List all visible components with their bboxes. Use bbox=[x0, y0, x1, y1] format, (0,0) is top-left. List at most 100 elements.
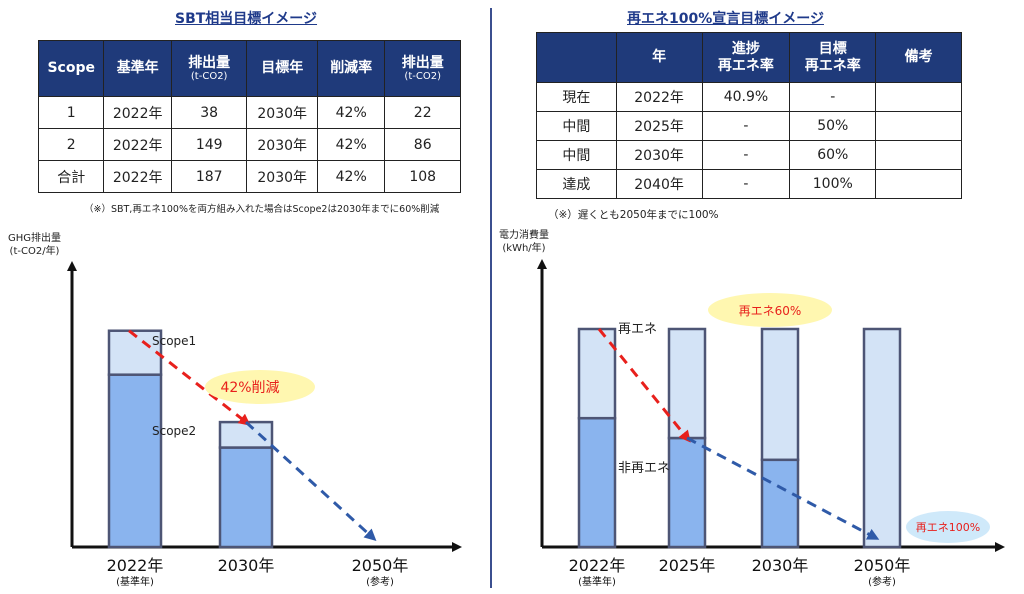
re100-row: 達成 2040年 -100% bbox=[536, 169, 962, 199]
sbt-header-sub: (t-CO2) bbox=[404, 70, 441, 82]
re100-header-0 bbox=[536, 32, 617, 83]
x-tick-label: 2030年 bbox=[752, 556, 809, 575]
right-ylabel: 電力消費量 (kWh/年) bbox=[499, 230, 549, 255]
sbt-cell: 2030年 bbox=[246, 128, 318, 161]
x-tick-sublabel: (基準年) bbox=[578, 575, 616, 588]
left-title: SBT相当目標イメージ bbox=[175, 11, 318, 27]
re100-row: 中間 2025年 -50% bbox=[536, 111, 962, 141]
re100-cell: - bbox=[789, 82, 877, 112]
sbt-cell: 2022年 bbox=[103, 96, 172, 129]
x-tick-label: 2025年 bbox=[659, 556, 716, 575]
sbt-cell: 2022年 bbox=[103, 128, 172, 161]
re100-row: 現在 2022年 40.9% - bbox=[536, 82, 962, 112]
x-tick-sublabel: (基準年) bbox=[116, 575, 154, 588]
x-tick-sublabel: (参考) bbox=[868, 575, 896, 588]
sbt-cell: 38 bbox=[170, 96, 248, 129]
re100-cell: 中間 bbox=[536, 111, 617, 141]
sbt-row: 2 2022年 149 2030年 42% 86 bbox=[37, 128, 461, 161]
series-label-nonre: 非再エネ bbox=[618, 461, 670, 476]
left-ylabel-line2: (t-CO2/年) bbox=[9, 245, 60, 257]
sbt-header-0: Scope bbox=[37, 40, 105, 97]
sbt-table: Scope 基準年 排出量 (t-CO2) 目標年 削減率 排出量 (t-CO2) 1 2022… bbox=[37, 40, 461, 193]
x-tick-label: 2050年 bbox=[352, 556, 409, 575]
series-label-scope1: Scope1 bbox=[152, 334, 196, 348]
re100-cell: 60% bbox=[789, 140, 877, 170]
right-ylabel-line2: (kWh/年) bbox=[502, 242, 546, 254]
bar-segment bbox=[760, 458, 800, 549]
re100-header-main: 年 bbox=[652, 49, 667, 66]
re100-header-3: 目標 再エネ率 bbox=[789, 32, 877, 83]
left-note: （※）SBT,再エネ100%を両方組み入れた場合はScope2は2030年までに… bbox=[84, 204, 440, 215]
series-label-scope2: Scope2 bbox=[152, 424, 196, 438]
bar-segment bbox=[107, 373, 163, 549]
re100-cell: 達成 bbox=[536, 169, 617, 199]
x-tick-label: 2022年 bbox=[569, 556, 626, 575]
re100-label: 再エネ100% bbox=[916, 521, 980, 534]
series-label-re: 再エネ bbox=[618, 322, 657, 337]
re100-header-sub: 再エネ率 bbox=[717, 57, 774, 74]
re60-label: 再エネ60% bbox=[739, 304, 802, 318]
bar-segment bbox=[577, 327, 617, 420]
re100-table: 年進捗 再エネ率 目標 再エネ率 備考 現在 2022年 40.9% - 中間 2025年 -50%… bbox=[536, 32, 962, 199]
sbt-cell: 2030年 bbox=[246, 160, 318, 193]
bar-segment bbox=[760, 327, 800, 462]
sbt-cell: 2030年 bbox=[246, 96, 318, 129]
sbt-cell: 合計 bbox=[37, 160, 105, 193]
re100-header-main: 目標 bbox=[818, 41, 847, 58]
x-tick-label: 2022年 bbox=[107, 556, 164, 575]
sbt-header-4: 削減率 bbox=[316, 40, 386, 97]
bar-segment bbox=[862, 327, 902, 549]
sbt-cell: 22 bbox=[384, 96, 461, 129]
bar-segment bbox=[218, 420, 274, 449]
right-title: 再エネ100%宣言目標イメージ bbox=[627, 11, 824, 27]
re100-cell: 中間 bbox=[536, 140, 617, 170]
sbt-header-main: 削減率 bbox=[330, 60, 373, 77]
re100-header-4: 備考 bbox=[875, 32, 962, 83]
re100-header-1: 年 bbox=[615, 32, 703, 83]
trend-red-arrow bbox=[128, 329, 251, 426]
sbt-cell: 108 bbox=[384, 160, 461, 193]
sbt-header-main: 排出量 bbox=[401, 54, 444, 71]
sbt-cell: 187 bbox=[170, 160, 248, 193]
right-ylabel-line1: 電力消費量 bbox=[499, 230, 549, 241]
re60-bubble bbox=[708, 293, 832, 327]
left-ylabel-line1: GHG排出量 bbox=[8, 233, 62, 244]
x-tick-sublabel: (参考) bbox=[366, 575, 394, 588]
sbt-header-main: Scope bbox=[47, 60, 95, 77]
ghg-chart: 2022年(基準年) 2030年 2050年(参考) Scope1 Scope2 42%削… bbox=[67, 261, 462, 588]
sbt-cell: 42% bbox=[316, 160, 386, 193]
trend-blue-arrow bbox=[686, 436, 880, 540]
bar-segment bbox=[218, 446, 274, 549]
sbt-cell: 2022年 bbox=[103, 160, 172, 193]
reduction-bubble bbox=[205, 370, 315, 404]
re100-header-2: 進捗 再エネ率 bbox=[701, 32, 791, 83]
re100-header-sub: 再エネ率 bbox=[804, 57, 861, 74]
sbt-row: 合計 2022年 187 2030年 42% 108 bbox=[37, 160, 461, 193]
re100-cell: 現在 bbox=[536, 82, 617, 112]
re100-cell: - bbox=[701, 169, 791, 199]
bar-segment bbox=[667, 436, 707, 549]
re100-cell: 2040年 bbox=[615, 169, 703, 199]
section-divider bbox=[490, 8, 492, 588]
left-ylabel: GHG排出量 (t-CO2/年) bbox=[8, 233, 61, 258]
bar-segment bbox=[107, 329, 163, 376]
sbt-header-3: 目標年 bbox=[246, 40, 318, 97]
x-tick-label: 2030年 bbox=[218, 556, 275, 575]
re100-header-main: 進捗 bbox=[731, 41, 760, 58]
sbt-header-5: 排出量 (t-CO2) bbox=[384, 40, 461, 97]
sbt-header-main: 排出量 bbox=[188, 54, 231, 71]
re100-header-main: 備考 bbox=[904, 49, 933, 66]
trend-red-arrow bbox=[597, 328, 691, 443]
sbt-header-main: 目標年 bbox=[261, 60, 304, 77]
re100-cell: 2022年 bbox=[615, 82, 703, 112]
re100-cell bbox=[875, 140, 962, 170]
sbt-header-sub: (t-CO2) bbox=[190, 70, 228, 82]
re100-cell bbox=[875, 169, 962, 199]
sbt-cell: 42% bbox=[316, 128, 386, 161]
sbt-header-main: 基準年 bbox=[116, 60, 159, 77]
trend-blue-arrow bbox=[244, 420, 377, 542]
re100-cell: 100% bbox=[789, 169, 877, 199]
sbt-cell: 2 bbox=[37, 128, 105, 161]
